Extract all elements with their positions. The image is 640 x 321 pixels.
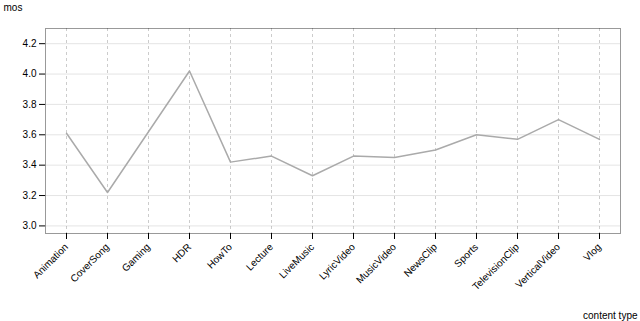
svg-text:content type: content type — [583, 310, 638, 321]
svg-text:3.2: 3.2 — [23, 190, 37, 201]
svg-text:HDR: HDR — [170, 241, 193, 264]
svg-text:Lecture: Lecture — [244, 241, 276, 273]
svg-text:TelevisionClip: TelevisionClip — [470, 241, 521, 292]
svg-text:LyricVideo: LyricVideo — [317, 241, 358, 282]
svg-text:VerticalVideo: VerticalVideo — [513, 241, 562, 290]
svg-text:4.2: 4.2 — [23, 38, 37, 49]
svg-text:Animation: Animation — [31, 241, 70, 280]
svg-text:NewsClip: NewsClip — [402, 241, 440, 279]
svg-text:4.0: 4.0 — [23, 68, 37, 79]
svg-text:Sports: Sports — [452, 241, 480, 269]
svg-text:HowTo: HowTo — [205, 241, 235, 271]
svg-text:3.0: 3.0 — [23, 220, 37, 231]
svg-text:LiveMusic: LiveMusic — [277, 241, 316, 280]
svg-text:3.8: 3.8 — [23, 99, 37, 110]
svg-text:CoverSong: CoverSong — [68, 241, 111, 284]
svg-text:mos: mos — [4, 2, 23, 13]
svg-text:3.6: 3.6 — [23, 129, 37, 140]
svg-text:Gaming: Gaming — [120, 241, 153, 274]
svg-text:3.4: 3.4 — [23, 159, 37, 170]
svg-text:MusicVideo: MusicVideo — [354, 241, 399, 286]
svg-text:Vlog: Vlog — [581, 241, 603, 263]
